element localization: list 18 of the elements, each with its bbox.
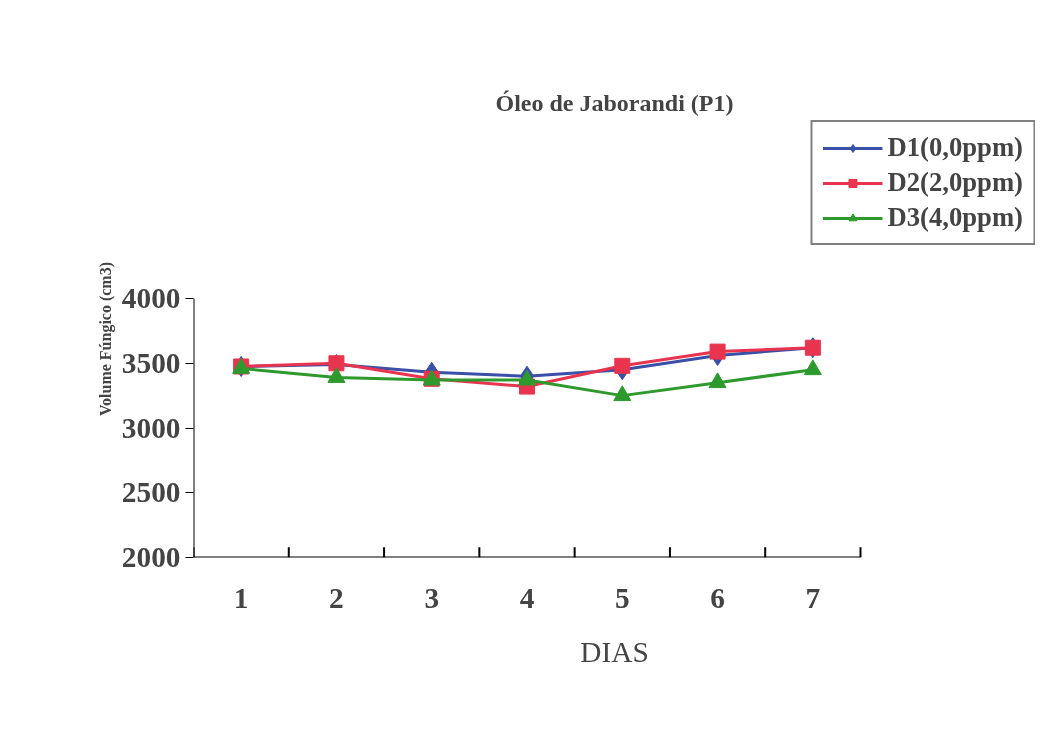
- y-tick-label: 2000: [121, 541, 181, 573]
- y-tick-label: 3000: [121, 411, 181, 444]
- y-tick-label: 4000: [121, 282, 181, 314]
- x-tick-label: 1: [233, 581, 249, 614]
- x-tick-label: 5: [614, 581, 630, 614]
- x-tick-label: 3: [424, 581, 440, 614]
- x-axis-title: DIAS: [580, 635, 649, 668]
- y-tick-label: 2500: [121, 476, 181, 509]
- x-tick-label: 7: [805, 581, 821, 614]
- x-tick-label: 4: [519, 581, 535, 614]
- legend-label: D1(0,0ppm): [887, 132, 1023, 163]
- y-axis-title: Volume Fúngico (cm3): [96, 261, 115, 417]
- x-tick-label: 2: [329, 581, 344, 614]
- legend-label: D3(4,0ppm): [887, 202, 1023, 233]
- legend-label: D2(2,0ppm): [887, 167, 1023, 198]
- x-tick-label: 6: [710, 581, 725, 614]
- chart-title: Óleo de Jaborandi (P1): [495, 89, 734, 116]
- y-tick-label: 3500: [121, 346, 181, 379]
